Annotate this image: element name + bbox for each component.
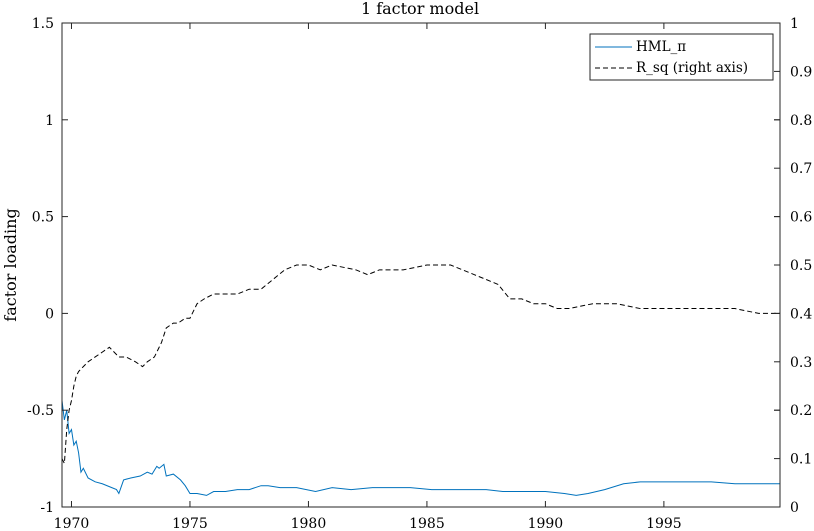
x-tick-label: 1990 <box>528 516 564 531</box>
right-tick-label: 0.1 <box>790 452 812 468</box>
legend-box <box>589 33 774 81</box>
right-tick-label: 0.8 <box>790 113 812 129</box>
left-tick-label: -0.5 <box>27 403 54 419</box>
series-layer <box>61 264 780 496</box>
x-tick-label: 1980 <box>291 516 327 531</box>
right-tick-label: 0.9 <box>790 64 812 80</box>
legend: HML_π R_sq (right axis) <box>589 33 774 81</box>
left-tick-label: -1 <box>40 500 54 516</box>
legend-label-hml: HML_π <box>636 39 686 55</box>
left-tick-label: 0 <box>45 306 54 322</box>
left-axis: 1.5 1 0.5 0 -0.5 -1 <box>27 16 780 516</box>
bottom-axis: 1970 1975 1980 1985 1990 1995 <box>54 23 682 531</box>
series-line-hml <box>61 400 780 496</box>
right-tick-label: 0.7 <box>790 161 812 177</box>
x-tick-label: 1970 <box>54 516 90 531</box>
series-line-rsq <box>61 264 780 466</box>
right-tick-label: 0.6 <box>790 210 812 226</box>
right-tick-label: 0.3 <box>790 355 812 371</box>
legend-label-rsq: R_sq (right axis) <box>636 60 748 76</box>
plot-frame <box>61 22 781 508</box>
left-tick-label: 1.5 <box>32 16 54 32</box>
chart-title: 1 factor model <box>361 0 479 18</box>
right-tick-label: 1 <box>790 16 799 32</box>
x-tick-label: 1995 <box>646 516 682 531</box>
right-tick-label: 0.5 <box>790 258 812 274</box>
x-tick-label: 1985 <box>409 516 445 531</box>
plot-area: 1.5 1 0.5 0 -0.5 -1 1 0.9 0.8 0.7 0.6 0.5 0.4 0.3 0.2… <box>27 16 812 531</box>
right-axis: 1 0.9 0.8 0.7 0.6 0.5 0.4 0.3 0.2 0.1 0 <box>774 16 812 516</box>
right-tick-label: 0.2 <box>790 403 812 419</box>
y-axis-label: factor loading <box>1 208 20 321</box>
x-tick-label: 1975 <box>172 516 208 531</box>
right-tick-label: 0 <box>790 500 799 516</box>
right-tick-label: 0.4 <box>790 306 812 322</box>
left-tick-label: 1 <box>45 113 54 129</box>
left-tick-label: 0.5 <box>32 210 54 226</box>
